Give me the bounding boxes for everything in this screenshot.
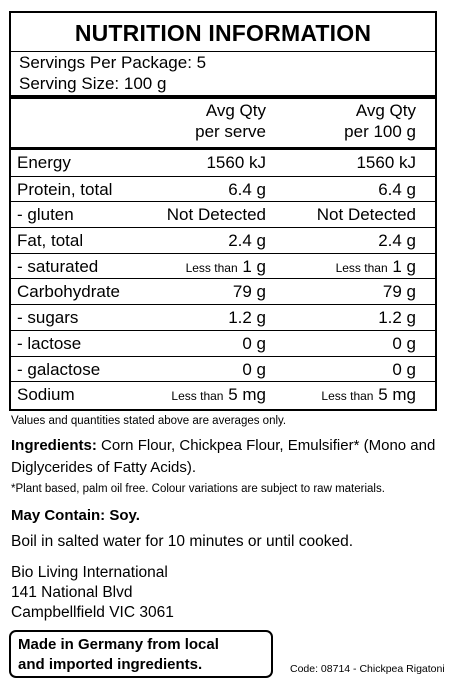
nutrient-amount: 2.4 g [378, 231, 416, 251]
nutrient-label: Sodium [17, 385, 75, 405]
value-per-serve: Less than 1 g [186, 254, 266, 281]
nutrient-label: - sugars [17, 308, 79, 328]
country-of-origin-box: Made in Germany from local and imported … [9, 630, 273, 678]
nutrition-panel: NUTRITION INFORMATION Servings Per Packa… [9, 11, 437, 411]
address-line-1: Bio Living International [11, 564, 168, 581]
nutrient-amount: 6.4 g [228, 179, 266, 199]
value-per-100g: 1.2 g [378, 305, 416, 330]
nutrient-amount: 1 g [392, 256, 416, 276]
nutrient-label: Energy [17, 153, 71, 172]
value-per-serve: 0 g [242, 331, 266, 356]
averages-footnote: Values and quantities stated above are a… [11, 415, 287, 427]
nutrient-amount: 1560 kJ [206, 153, 266, 172]
plant-based-note: *Plant based, palm oil free. Colour vari… [11, 483, 385, 495]
less-than-prefix: Less than [171, 389, 224, 404]
nutrient-amount: 0 g [392, 333, 416, 353]
value-per-serve: Less than 5 mg [171, 382, 266, 409]
value-per-serve: Not Detected [167, 202, 266, 227]
nutrient-amount: 1 g [242, 256, 266, 276]
value-per-100g: 1560 kJ [356, 150, 416, 175]
origin-line-2: and imported ingredients. [18, 656, 203, 673]
nutrient-label: Carbohydrate [17, 282, 121, 302]
nutrient-amount: 5 mg [378, 385, 416, 405]
nutrient-label: - gluten [17, 205, 74, 225]
nutrition-row: Protein, total 6.4 g 6.4 g [11, 175, 435, 202]
nutrient-amount: 1.2 g [228, 308, 266, 328]
nutrition-row: - gluten Not Detected Not Detected [11, 201, 435, 227]
nutrient-label: - galactose [17, 359, 101, 379]
value-per-100g: 79 g [383, 279, 416, 304]
value-per-100g: Less than 1 g [336, 254, 416, 281]
value-per-serve: 0 g [242, 357, 266, 382]
address-line-2: 141 National Blvd [11, 584, 133, 601]
nutrition-row: Fat, total 2.4 g 2.4 g [11, 227, 435, 253]
nutrient-amount: 1.2 g [378, 308, 416, 328]
nutrient-amount: Not Detected [166, 205, 266, 225]
value-per-100g: 6.4 g [378, 177, 416, 202]
value-per-100g: 0 g [392, 331, 416, 356]
nutrient-amount: 0 g [242, 333, 266, 353]
product-code: Code: 08714 - Chickpea Rigatoni [290, 663, 445, 675]
nutrient-amount: 5 mg [228, 385, 266, 405]
nutrition-row: Carbohydrate 79 g 79 g [11, 278, 435, 304]
nutrient-amount: 79 g [382, 282, 416, 302]
ingredients-heading: Ingredients: [11, 437, 97, 454]
nutrient-label: Fat, total [17, 231, 84, 251]
nutrient-amount: 79 g [232, 282, 266, 302]
nutrient-label: - saturated [17, 256, 99, 276]
nutrition-row: - lactose 0 g 0 g [11, 329, 435, 356]
supplier-address: Bio Living International 141 National Bl… [11, 563, 174, 623]
less-than-prefix: Less than [321, 389, 374, 404]
nutrition-row: Energy 1560 kJ 1560 kJ [11, 150, 435, 176]
less-than-prefix: Less than [335, 260, 388, 275]
value-per-100g: Not Detected [317, 202, 416, 227]
ingredients-statement: Ingredients: Corn Flour, Chickpea Flour,… [11, 435, 451, 479]
value-per-100g: Less than 5 mg [321, 382, 416, 409]
value-per-serve: 2.4 g [228, 228, 266, 253]
nutrition-row: - galactose 0 g 0 g [11, 355, 435, 382]
nutrient-amount: Not Detected [316, 205, 416, 225]
nutrient-label: Protein, total [17, 179, 113, 199]
nutrient-amount: 6.4 g [378, 179, 416, 199]
nutrient-label: - lactose [17, 333, 82, 353]
value-per-serve: 79 g [233, 279, 266, 304]
address-line-3: Campbellfield VIC 3061 [11, 604, 174, 621]
value-per-serve: 1.2 g [228, 305, 266, 330]
nutrient-amount: 2.4 g [228, 231, 266, 251]
servings-per-package: Servings Per Package: 5 [11, 51, 435, 73]
cooking-instructions: Boil in salted water for 10 minutes or u… [11, 533, 354, 550]
value-per-serve: 6.4 g [228, 177, 266, 202]
value-per-100g: 2.4 g [378, 228, 416, 253]
serving-size: Serving Size: 100 g [19, 74, 167, 93]
ingredients-text: Corn Flour, Chickpea Flour, Emulsifier* … [11, 437, 436, 476]
nutrition-row: - saturated Less than 1 g Less than 1 g [11, 252, 435, 281]
column-header-per-100g: Avg Qty per 100 g [344, 101, 416, 141]
less-than-prefix: Less than [185, 260, 238, 275]
nutrient-amount: 0 g [392, 359, 416, 379]
nutrient-amount: 1560 kJ [356, 153, 416, 172]
allergen-statement: May Contain: Soy. [11, 507, 140, 524]
column-headers: Avg Qty per serve Avg Qty per 100 g [11, 99, 435, 147]
origin-line-1: Made in Germany from local [18, 636, 219, 653]
value-per-serve: 1560 kJ [206, 150, 266, 175]
nutrition-row: - sugars 1.2 g 1.2 g [11, 304, 435, 330]
panel-title: NUTRITION INFORMATION [74, 20, 372, 46]
column-header-per-serve: Avg Qty per serve [195, 101, 266, 141]
nutrition-rows: Energy 1560 kJ 1560 kJ Protein, total 6.4 g 6… [11, 147, 435, 407]
value-per-100g: 0 g [392, 357, 416, 382]
nutrition-row: Sodium Less than 5 mg Less than 5 mg [11, 381, 435, 407]
nutrient-amount: 0 g [242, 359, 266, 379]
